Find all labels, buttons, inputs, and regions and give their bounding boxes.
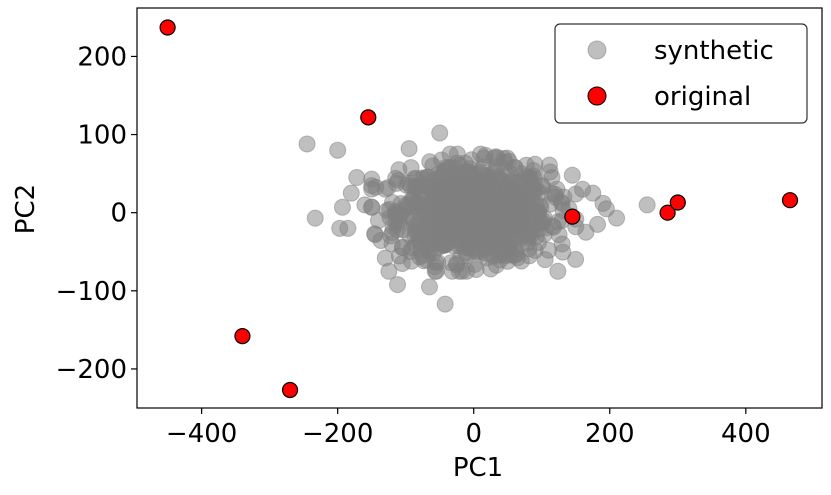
synthetic-point — [403, 239, 421, 257]
synthetic-point — [492, 243, 510, 261]
synthetic-point — [460, 216, 478, 234]
synthetic-point — [438, 235, 456, 253]
synthetic-point — [533, 176, 551, 194]
synthetic-point — [482, 260, 500, 278]
original-point — [669, 194, 686, 211]
synthetic-point — [381, 201, 399, 219]
synthetic-point — [384, 218, 402, 236]
original-point — [159, 19, 176, 36]
synthetic-point — [306, 209, 324, 227]
synthetic-point — [546, 188, 564, 206]
original-point — [234, 328, 251, 345]
ticks-layer: −400 −200 0 200 400 −200 −100 0 100 200 — [56, 42, 771, 449]
synthetic-point — [393, 254, 411, 272]
synthetic-point — [584, 184, 602, 202]
legend-marker-synthetic — [587, 40, 607, 60]
x-tick-label: −200 — [302, 419, 373, 449]
synthetic-point — [485, 196, 503, 214]
legend: synthetic original — [554, 23, 808, 124]
y-tick-label: 0 — [110, 199, 127, 229]
synthetic-point — [342, 184, 360, 202]
original-point — [781, 192, 799, 209]
synthetic-point — [298, 135, 316, 153]
x-tick-label: 0 — [465, 419, 482, 449]
synthetic-point — [512, 252, 530, 270]
synthetic-point — [549, 262, 567, 280]
synthetic-point — [563, 166, 581, 184]
synthetic-point — [427, 262, 445, 280]
synthetic-point — [329, 141, 347, 159]
synthetic-point — [348, 169, 366, 187]
synthetic-point — [553, 235, 571, 253]
synthetic-point — [512, 165, 530, 183]
synthetic-point — [499, 180, 517, 198]
synthetic-point — [356, 196, 374, 214]
synthetic-point — [487, 221, 505, 239]
axes-frame — [136, 7, 823, 409]
synthetic-point — [519, 227, 537, 245]
synthetic-point — [505, 230, 523, 248]
synthetic-point — [400, 140, 418, 158]
points-layer — [159, 19, 799, 399]
synthetic-point — [638, 196, 656, 214]
synthetic-point — [376, 249, 394, 267]
synthetic-point — [485, 149, 503, 167]
synthetic-point — [502, 209, 520, 227]
synthetic-point — [529, 205, 547, 223]
y-axis-label: PC2 — [11, 184, 41, 234]
x-tick-label: 200 — [585, 419, 635, 449]
synthetic-point — [383, 235, 401, 253]
legend-label-synthetic: synthetic — [654, 36, 774, 66]
synthetic-point — [608, 209, 626, 227]
synthetic-point — [465, 172, 483, 190]
synthetic-point — [333, 198, 351, 216]
synthetic-point — [434, 200, 452, 218]
synthetic-point — [390, 161, 408, 179]
synthetic-point — [431, 124, 449, 142]
y-tick-label: −100 — [56, 277, 127, 307]
original-point — [360, 109, 377, 126]
synthetic-point — [410, 188, 428, 206]
legend-marker-original — [587, 86, 607, 106]
synthetic-point — [366, 226, 384, 244]
x-tick-label: 400 — [721, 419, 771, 449]
synthetic-point — [389, 276, 407, 294]
synthetic-point — [447, 208, 465, 226]
synthetic-point — [421, 278, 439, 296]
synthetic-point — [440, 184, 458, 202]
original-point — [659, 204, 676, 221]
x-axis-label: PC1 — [453, 453, 503, 483]
synthetic-point — [363, 170, 381, 188]
synthetic-point — [526, 155, 544, 173]
synthetic-point — [458, 247, 476, 265]
legend-label-original: original — [654, 82, 751, 112]
synthetic-point — [537, 219, 555, 237]
original-point — [281, 381, 299, 399]
y-tick-label: 100 — [77, 121, 127, 151]
original-point — [564, 208, 581, 225]
x-tick-label: −400 — [166, 419, 237, 449]
synthetic-point — [436, 295, 454, 313]
synthetic-point — [376, 180, 394, 198]
synthetic-point — [369, 212, 387, 229]
synthetic-point — [339, 219, 357, 237]
legend-box — [554, 23, 808, 124]
y-tick-label: 200 — [77, 42, 127, 72]
synthetic-point — [417, 251, 435, 269]
synthetic-point — [424, 157, 442, 175]
y-tick-label: −200 — [56, 355, 127, 385]
synthetic-point — [444, 165, 462, 183]
synthetic-point — [567, 250, 585, 268]
